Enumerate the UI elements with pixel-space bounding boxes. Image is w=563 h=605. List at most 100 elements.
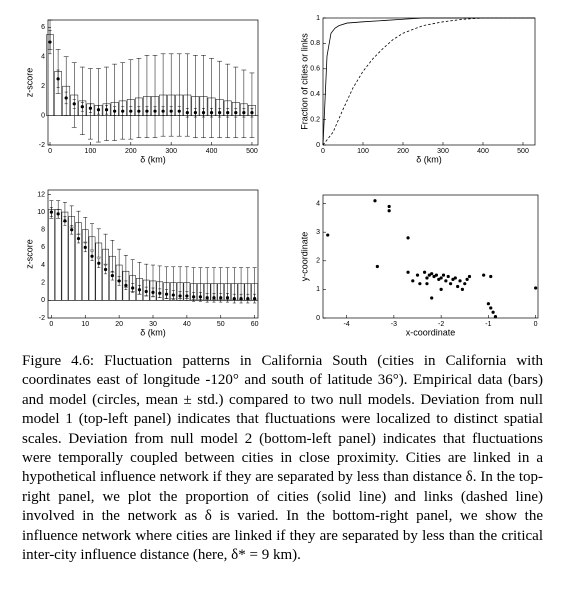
x-axis-label: x-coordinate xyxy=(406,327,456,337)
model-point xyxy=(145,109,149,113)
error-bar xyxy=(152,55,158,138)
city-point xyxy=(448,282,453,286)
error-bar xyxy=(83,217,88,243)
y-tick-label: 0.2 xyxy=(310,116,320,123)
panel: 0 10 20 30 40 50 60 -2 0 2 4 6 8 10 12 δ (km) z-score xyxy=(24,189,259,337)
error-bar xyxy=(217,60,223,138)
y-tick-label: 2 xyxy=(316,258,320,265)
error-bar xyxy=(112,63,118,141)
model-point xyxy=(97,261,101,265)
city-point xyxy=(432,274,436,279)
error-bar xyxy=(103,233,108,265)
model-point xyxy=(117,279,121,283)
plot-frame xyxy=(322,194,539,319)
model-point xyxy=(137,109,141,113)
model-point xyxy=(56,212,60,216)
model-point xyxy=(232,296,236,301)
y-tick-label: 4 xyxy=(41,54,45,61)
city-point xyxy=(430,272,434,276)
error-bar xyxy=(79,66,85,135)
x-tick-label: -2 xyxy=(438,321,444,328)
y-tick-label: 3 xyxy=(316,229,320,236)
city-point xyxy=(482,273,486,277)
error-bar xyxy=(192,55,198,138)
city-point xyxy=(434,273,439,277)
y-tick-label: 10 xyxy=(37,209,45,216)
x-tick-label: 0 xyxy=(321,148,325,155)
city-point xyxy=(406,270,410,274)
model-point xyxy=(239,296,243,301)
x-tick-label: 0 xyxy=(534,321,538,328)
y-tick-label: 4 xyxy=(41,262,45,269)
x-tick-label: 0 xyxy=(49,321,53,328)
y-tick-label: 0.8 xyxy=(310,40,320,47)
city-point xyxy=(439,287,443,291)
city-point xyxy=(430,296,434,300)
error-bar xyxy=(241,69,247,138)
caption-label: Figure 4.6: xyxy=(22,353,95,369)
model-point xyxy=(193,111,198,115)
city-point xyxy=(493,314,498,319)
panel: -4 -3 -2 -1 0 0 1 2 3 4 x-coordinate y-coordinate xyxy=(299,194,539,337)
x-tick-label: 100 xyxy=(357,148,369,155)
city-point xyxy=(460,287,464,291)
y-tick-label: 0 xyxy=(41,112,45,119)
y-tick-label: 8 xyxy=(41,227,45,234)
model-point xyxy=(48,40,52,44)
error-bar xyxy=(120,62,126,140)
model-point xyxy=(169,109,173,113)
x-tick-label: 30 xyxy=(149,321,157,328)
error-bar xyxy=(144,55,150,138)
model-point xyxy=(171,293,175,297)
plot-frame xyxy=(47,189,259,319)
error-bar xyxy=(176,53,182,137)
y-axis-label: Fraction of cities or links xyxy=(299,33,309,130)
model-point xyxy=(110,274,114,278)
city-point xyxy=(373,199,377,203)
y-axis-label: z-score xyxy=(24,239,34,269)
y-tick-label: -2 xyxy=(39,315,45,322)
line xyxy=(322,17,535,146)
x-tick-label: -1 xyxy=(485,321,491,328)
city-point xyxy=(491,310,495,314)
city-point xyxy=(453,276,457,280)
x-tick-label: 300 xyxy=(165,148,177,155)
error-bar xyxy=(90,223,95,251)
x-tick-label: 500 xyxy=(517,148,529,155)
x-axis-label: δ (km) xyxy=(140,154,166,164)
model-point xyxy=(185,111,189,115)
model-point xyxy=(72,102,76,106)
city-point xyxy=(446,274,450,279)
model-point xyxy=(113,109,117,113)
y-tick-label: 1 xyxy=(316,15,320,22)
model-point xyxy=(198,295,203,299)
city-point xyxy=(411,279,415,283)
city-point xyxy=(425,276,429,280)
x-tick-label: 500 xyxy=(246,148,258,155)
model-point xyxy=(226,111,230,115)
error-bar xyxy=(184,53,190,137)
city-point xyxy=(534,286,538,290)
error-bar xyxy=(209,57,214,138)
error-bar xyxy=(128,59,134,140)
city-point xyxy=(427,273,431,277)
city-point xyxy=(444,279,448,283)
model-point xyxy=(124,283,128,287)
model-point xyxy=(76,236,81,241)
x-tick-label: 400 xyxy=(206,148,218,155)
y-tick-label: 6 xyxy=(41,244,45,251)
y-tick-label: 2 xyxy=(41,83,45,90)
x-tick-label: 20 xyxy=(115,321,123,328)
error-bar xyxy=(201,55,206,138)
x-tick-label: -4 xyxy=(344,321,350,328)
caption: Figure 4.6: Fluctuation patterns in Calif… xyxy=(22,352,543,565)
city-point xyxy=(456,284,460,289)
model-point xyxy=(137,288,142,292)
model-point xyxy=(209,111,214,115)
model-point xyxy=(242,111,246,115)
model-point xyxy=(144,289,148,294)
city-point xyxy=(418,282,422,286)
error-bar xyxy=(63,56,69,116)
